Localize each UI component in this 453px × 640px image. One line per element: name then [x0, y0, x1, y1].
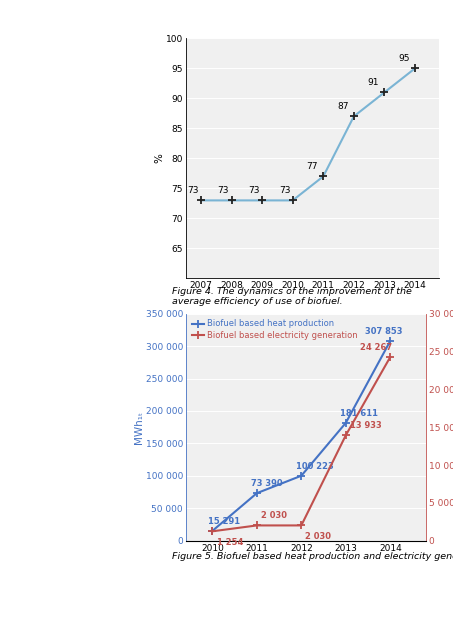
Line: Biofuel based heat production: Biofuel based heat production — [208, 337, 395, 535]
Text: 1 254: 1 254 — [217, 538, 243, 547]
Text: 24 267: 24 267 — [360, 343, 392, 352]
Text: Figure 4. The dynamics of the improvement of the average efficiency of use of bi: Figure 4. The dynamics of the improvemen… — [172, 287, 412, 306]
Biofuel based heat production — [343, 419, 348, 427]
Biofuel based electricity generation — [387, 353, 393, 361]
Biofuel based electricity generation — [254, 522, 260, 529]
Text: 307 853: 307 853 — [365, 327, 403, 336]
Biofuel based heat production — [210, 527, 215, 534]
Line: Biofuel based electricity generation: Biofuel based electricity generation — [208, 353, 395, 536]
Biofuel based electricity generation — [343, 431, 348, 439]
Biofuel based electricity generation — [299, 522, 304, 529]
Text: 73: 73 — [218, 186, 229, 195]
Text: 77: 77 — [307, 163, 318, 172]
Y-axis label: MWh₁ₜ: MWh₁ₜ — [134, 411, 144, 444]
Text: 100 223: 100 223 — [296, 462, 333, 471]
Biofuel based heat production — [387, 337, 393, 345]
Text: 95: 95 — [398, 54, 410, 63]
Text: 2 030: 2 030 — [305, 532, 332, 541]
Text: 181 611: 181 611 — [340, 409, 378, 418]
Text: Articles: Articles — [8, 10, 50, 20]
Biofuel based heat production — [299, 472, 304, 479]
Text: 15 291: 15 291 — [208, 517, 241, 526]
Text: 73: 73 — [279, 186, 290, 195]
Text: 2 030: 2 030 — [261, 511, 287, 520]
Text: 73: 73 — [248, 186, 260, 195]
Text: 73 390: 73 390 — [251, 479, 283, 488]
Text: 13 933: 13 933 — [350, 421, 382, 430]
Y-axis label: %: % — [154, 154, 164, 163]
Text: 91: 91 — [368, 79, 379, 88]
Text: 73: 73 — [187, 186, 198, 195]
Text: Figure 5. Biofuel based heat production and electricity generation.: Figure 5. Biofuel based heat production … — [172, 552, 453, 561]
Legend: Biofuel based heat production, Biofuel based electricity generation: Biofuel based heat production, Biofuel b… — [190, 318, 360, 342]
Text: 87: 87 — [337, 102, 349, 111]
Biofuel based electricity generation — [210, 527, 215, 535]
Biofuel based heat production — [254, 490, 260, 497]
